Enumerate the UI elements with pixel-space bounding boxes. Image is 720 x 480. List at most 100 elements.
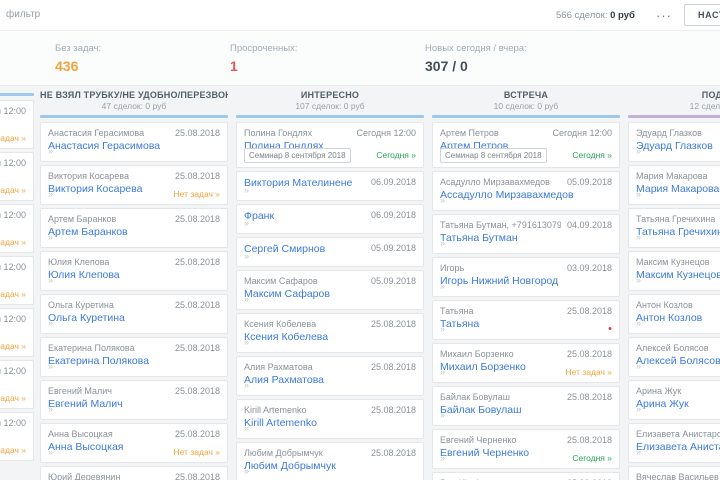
task-link[interactable]: Нет задач » xyxy=(0,133,26,143)
deal-card[interactable]: Юлия Клепова 25.08.2018 Юлия Клепова» xyxy=(40,251,228,291)
deal-link[interactable]: Виктория Мателинене xyxy=(244,177,353,189)
deal-card[interactable]: Байлак Бовулаш 25.08.2018 Байлак Бовулаш» xyxy=(432,386,620,426)
note-marker-icon: » xyxy=(244,251,250,261)
deal-link[interactable]: Екатерина Полякова xyxy=(48,355,150,367)
deal-link[interactable]: Алия Рахматова xyxy=(244,374,325,386)
card-date: Сегодня 12:00 xyxy=(0,418,26,428)
deal-card[interactable]: Максим Кузнецов Максим Кузнецов» xyxy=(628,251,720,291)
task-link[interactable]: Нет задач » xyxy=(0,393,26,403)
deal-link[interactable]: Евгений Малич xyxy=(48,398,123,410)
task-link[interactable]: Нет задач » xyxy=(0,289,26,299)
deal-card[interactable]: Любим Добрымчук 25.08.2018 Любим Добрымчук… xyxy=(236,442,424,480)
task-link[interactable]: Нет задач » xyxy=(0,341,26,351)
deal-card[interactable]: Екатерина Полякова 25.08.2018 Екатерина По… xyxy=(40,337,228,377)
setup-button[interactable]: НАСТРОИТЬ xyxy=(684,4,720,26)
topbar: фильтр 566 сделок: 0 руб ··· НАСТРОИТЬ xyxy=(0,0,720,31)
deal-card[interactable]: Виктория Косарева 25.08.2018 Виктория Коса… xyxy=(40,165,228,205)
deal-card[interactable]: Франк 06.09.2018 » xyxy=(236,204,424,234)
task-link[interactable]: Нет задач » xyxy=(0,237,26,247)
deal-link[interactable]: Игорь Нижний Новгород xyxy=(440,275,559,287)
deal-card[interactable]: Ольга Куретина 25.08.2018 Ольга Куретина» xyxy=(40,294,228,334)
contact-name: Полина Гондлях xyxy=(244,128,313,138)
deal-link[interactable]: Антон Козлов xyxy=(636,312,703,324)
deal-card[interactable]: Евгений Черненко 25.08.2018 Евгений Чернен… xyxy=(432,429,620,469)
deal-link[interactable]: Ксения Кобелева xyxy=(244,331,329,343)
deal-link[interactable]: Артем Баранков xyxy=(48,226,128,238)
deal-card[interactable]: Анна Высоцкая 25.08.2018 Анна Высоцкая» Нет… xyxy=(40,423,228,463)
deal-card[interactable]: Артем Баранков 25.08.2018 Артем Баранков» xyxy=(40,208,228,248)
deal-card[interactable]: Сегодня 12:00 »Нет задач » xyxy=(0,308,34,357)
deal-link[interactable]: Татьяна xyxy=(440,318,480,330)
deal-link[interactable]: Байлак Бовулаш xyxy=(440,404,522,416)
deal-link[interactable]: Мария Макарова xyxy=(636,183,720,195)
deal-link[interactable]: Виктория Косарева xyxy=(48,183,143,195)
deal-card[interactable]: Полина Гондлях Сегодня 12:00 Полина Гондля… xyxy=(236,122,424,168)
deal-card[interactable]: Вячеслав Васильев» xyxy=(628,466,720,480)
deal-link[interactable]: Максим Кузнецов xyxy=(636,269,720,281)
deal-card[interactable]: Эдуард Глазков Эдуард Глазков» xyxy=(628,122,720,162)
task-link[interactable]: Нет задач » xyxy=(173,189,220,199)
task-link[interactable]: Нет задач » xyxy=(0,445,26,455)
deal-card[interactable]: Сергей Смирнов 05.09.2018 » xyxy=(236,237,424,267)
deal-card[interactable]: Анастасия Герасимова 25.08.2018 Анастасия … xyxy=(40,122,228,162)
deal-link[interactable]: Юлия Клепова xyxy=(48,269,120,281)
deal-card[interactable]: Виктория Мателинене 06.09.2018 » xyxy=(236,171,424,201)
deal-card[interactable]: Максим Сафаров 05.09.2018 Максим Сафаров» xyxy=(236,270,424,310)
deal-link[interactable]: Анастасия Герасимова xyxy=(48,140,161,152)
deal-card[interactable]: Сегодня 12:00 »Нет задач » xyxy=(0,204,34,253)
deal-card[interactable]: Алия Рахматова 25.08.2018 Алия Рахматова» xyxy=(236,356,424,396)
card-date: 25.08.2018 xyxy=(174,257,220,267)
deal-card[interactable]: Алексей Болясов Алексей Болясов» xyxy=(628,337,720,377)
card-bottom-row: » xyxy=(244,218,416,229)
task-link[interactable]: Нет задач » xyxy=(173,447,220,457)
deal-link[interactable]: Максим Сафаров xyxy=(244,288,330,300)
deal-link[interactable]: Татьяна Гречихина xyxy=(636,226,720,238)
deal-card[interactable]: Сегодня 12:00 »Нет задач » xyxy=(0,256,34,305)
deal-card[interactable]: Арина Жук Арина Жук» xyxy=(628,380,720,420)
filter-button[interactable]: фильтр xyxy=(6,9,41,20)
task-link[interactable]: Сегодня » xyxy=(376,150,416,160)
deal-link[interactable]: Алексей Болясов xyxy=(636,355,720,367)
deal-link[interactable]: Франк xyxy=(244,210,275,222)
deal-card[interactable]: Сегодня 12:00 »Нет задач » xyxy=(0,412,34,461)
deal-link[interactable]: Татьяна Бутман xyxy=(440,232,518,244)
deal-card[interactable]: Petr Kiselev25.08.2018» xyxy=(432,472,620,480)
deal-card[interactable]: Мария Макарова Мария Макарова» xyxy=(628,165,720,205)
deal-card[interactable]: Артем Петров Сегодня 12:00 Артем Петров Сем… xyxy=(432,122,620,168)
deal-link[interactable]: Арина Жук xyxy=(636,398,689,410)
deal-link[interactable]: Kirill Artemenko xyxy=(244,417,317,429)
task-link[interactable]: Нет задач » xyxy=(565,367,612,377)
deal-card[interactable]: Антон Козлов Антон Козлов» xyxy=(628,294,720,334)
deal-card[interactable]: Сегодня 12:00 »Нет задач » xyxy=(0,100,34,149)
task-link[interactable]: Сегодня » xyxy=(572,453,612,463)
deal-card[interactable]: Игорь 03.09.2018 Игорь Нижний Новгород» xyxy=(432,257,620,297)
card-date: 25.08.2018 xyxy=(174,429,220,439)
deal-card[interactable]: Асадулло Мирзавахмедов 05.09.2018 Ассадулл… xyxy=(432,171,620,211)
deal-card[interactable]: Михаил Борзенко 25.08.2018 Михаил Борзенко… xyxy=(432,343,620,383)
task-link[interactable]: • xyxy=(608,323,612,335)
deal-link[interactable]: Любим Добрымчук xyxy=(244,460,336,472)
note-marker-icon: » xyxy=(440,410,446,420)
deal-card[interactable]: Татьяна Гречихина Татьяна Гречихина» xyxy=(628,208,720,248)
deal-link[interactable]: Сергей Смирнов xyxy=(244,243,326,255)
deal-link[interactable]: Михаил Борзенко xyxy=(440,361,526,373)
deal-card[interactable]: Татьяна Бутман, +79161307944 04.09.2018 Та… xyxy=(432,214,620,254)
card-date: Сегодня 12:00 xyxy=(0,314,26,324)
deal-link[interactable]: Елизавета Анистарова xyxy=(636,441,720,453)
more-options-button[interactable]: ··· xyxy=(652,4,676,27)
deal-link[interactable]: Евгений Черненко xyxy=(440,447,530,459)
deal-link[interactable]: Анна Высоцкая xyxy=(48,441,124,453)
deal-card[interactable]: Ксения Кобелева 25.08.2018 Ксения Кобелева… xyxy=(236,313,424,353)
deal-card[interactable]: Татьяна 25.08.2018 Татьяна» • xyxy=(432,300,620,340)
deal-link[interactable]: Ольга Куретина xyxy=(48,312,125,324)
deal-card[interactable]: Евгений Малич 25.08.2018 Евгений Малич» xyxy=(40,380,228,420)
task-link[interactable]: Сегодня » xyxy=(572,150,612,160)
deal-card[interactable]: Сегодня 12:00 »Нет задач » xyxy=(0,152,34,201)
deal-link[interactable]: Эдуард Глазков xyxy=(636,140,713,152)
deal-card[interactable]: Kirill Artemenko 25.08.2018 Kirill Artemen… xyxy=(236,399,424,439)
task-link[interactable]: Нет задач » xyxy=(0,185,26,195)
deal-link[interactable]: Ассадулло Мирзавахмедов xyxy=(440,189,574,201)
deal-card[interactable]: Елизавета Анистарова Елизавета Анистарова… xyxy=(628,423,720,463)
deal-card[interactable]: Сегодня 12:00 »Нет задач » xyxy=(0,360,34,409)
